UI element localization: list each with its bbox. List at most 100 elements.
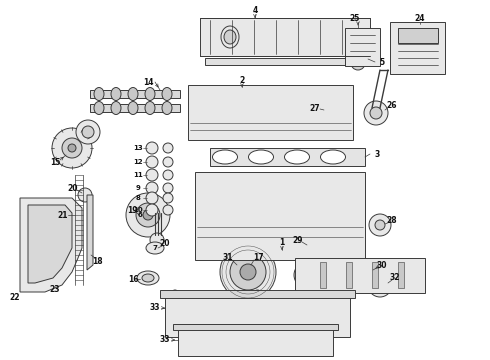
Bar (346, 262, 352, 288)
Circle shape (197, 184, 229, 216)
Circle shape (191, 107, 201, 117)
Text: 1: 1 (279, 238, 285, 247)
Circle shape (348, 247, 358, 257)
Circle shape (200, 247, 210, 257)
Text: 7: 7 (152, 245, 157, 251)
Bar (160, 290, 355, 298)
Circle shape (372, 262, 398, 288)
Circle shape (324, 191, 342, 209)
Ellipse shape (162, 87, 172, 100)
Circle shape (375, 220, 385, 230)
Ellipse shape (221, 26, 239, 48)
Circle shape (37, 270, 53, 286)
Text: 11: 11 (133, 172, 143, 178)
Ellipse shape (94, 87, 104, 100)
Circle shape (325, 105, 335, 115)
Circle shape (368, 273, 392, 297)
Text: 33: 33 (160, 336, 170, 345)
Circle shape (136, 203, 160, 227)
Circle shape (203, 32, 213, 42)
Ellipse shape (146, 242, 164, 254)
Circle shape (398, 262, 424, 288)
Bar (345, 28, 380, 66)
Bar (90, 90, 180, 98)
Text: 30: 30 (377, 261, 387, 270)
Text: 17: 17 (253, 253, 263, 262)
Circle shape (190, 324, 196, 330)
Circle shape (310, 307, 330, 327)
Bar (90, 104, 180, 112)
Text: 25: 25 (350, 14, 360, 23)
Circle shape (163, 143, 173, 153)
Circle shape (301, 269, 313, 281)
Circle shape (238, 96, 252, 110)
Circle shape (146, 204, 158, 216)
Bar (210, 148, 365, 166)
Text: 15: 15 (50, 158, 60, 166)
Circle shape (204, 191, 222, 209)
Bar (165, 295, 350, 337)
Bar (372, 262, 378, 288)
Ellipse shape (285, 150, 310, 164)
Circle shape (277, 184, 309, 216)
Bar (398, 262, 404, 288)
Circle shape (232, 90, 258, 116)
Bar (188, 85, 353, 140)
Circle shape (336, 290, 344, 298)
Text: 29: 29 (293, 235, 303, 244)
Circle shape (269, 90, 295, 116)
Bar (200, 18, 370, 56)
Text: 5: 5 (379, 58, 385, 67)
Text: 14: 14 (143, 77, 153, 86)
Circle shape (320, 100, 340, 120)
Circle shape (315, 324, 321, 330)
Circle shape (52, 128, 92, 168)
Ellipse shape (128, 102, 138, 114)
Circle shape (320, 262, 346, 288)
Circle shape (146, 142, 158, 154)
Circle shape (312, 96, 326, 110)
Circle shape (163, 183, 173, 193)
Circle shape (171, 290, 179, 298)
Text: 4: 4 (252, 5, 258, 14)
Circle shape (185, 302, 215, 332)
Text: 10: 10 (133, 207, 143, 213)
Circle shape (82, 126, 94, 138)
Circle shape (150, 233, 164, 247)
Circle shape (302, 238, 322, 258)
Text: 20: 20 (68, 184, 78, 193)
Circle shape (379, 269, 391, 281)
Bar (398, 28, 438, 43)
Ellipse shape (224, 30, 236, 44)
Circle shape (146, 156, 158, 168)
Circle shape (353, 269, 365, 281)
Circle shape (311, 247, 321, 257)
Text: 27: 27 (310, 104, 320, 113)
Ellipse shape (111, 87, 121, 100)
Circle shape (146, 169, 158, 181)
Circle shape (351, 56, 365, 70)
Text: 9: 9 (136, 185, 141, 191)
Circle shape (41, 274, 49, 282)
Ellipse shape (94, 102, 104, 114)
Text: 23: 23 (50, 285, 60, 294)
Circle shape (405, 269, 417, 281)
Ellipse shape (162, 102, 172, 114)
Circle shape (369, 214, 391, 236)
Bar (205, 58, 365, 65)
Text: 19: 19 (127, 206, 137, 215)
Circle shape (237, 247, 247, 257)
Circle shape (68, 144, 76, 152)
Circle shape (244, 191, 262, 209)
Circle shape (163, 193, 173, 203)
Ellipse shape (320, 150, 345, 164)
Text: 33: 33 (150, 303, 160, 312)
Text: 32: 32 (390, 274, 400, 283)
Circle shape (163, 157, 173, 167)
Circle shape (62, 138, 82, 158)
Ellipse shape (142, 274, 154, 282)
Circle shape (76, 120, 100, 144)
Ellipse shape (128, 87, 138, 100)
Circle shape (317, 184, 349, 216)
Text: 31: 31 (223, 253, 233, 262)
